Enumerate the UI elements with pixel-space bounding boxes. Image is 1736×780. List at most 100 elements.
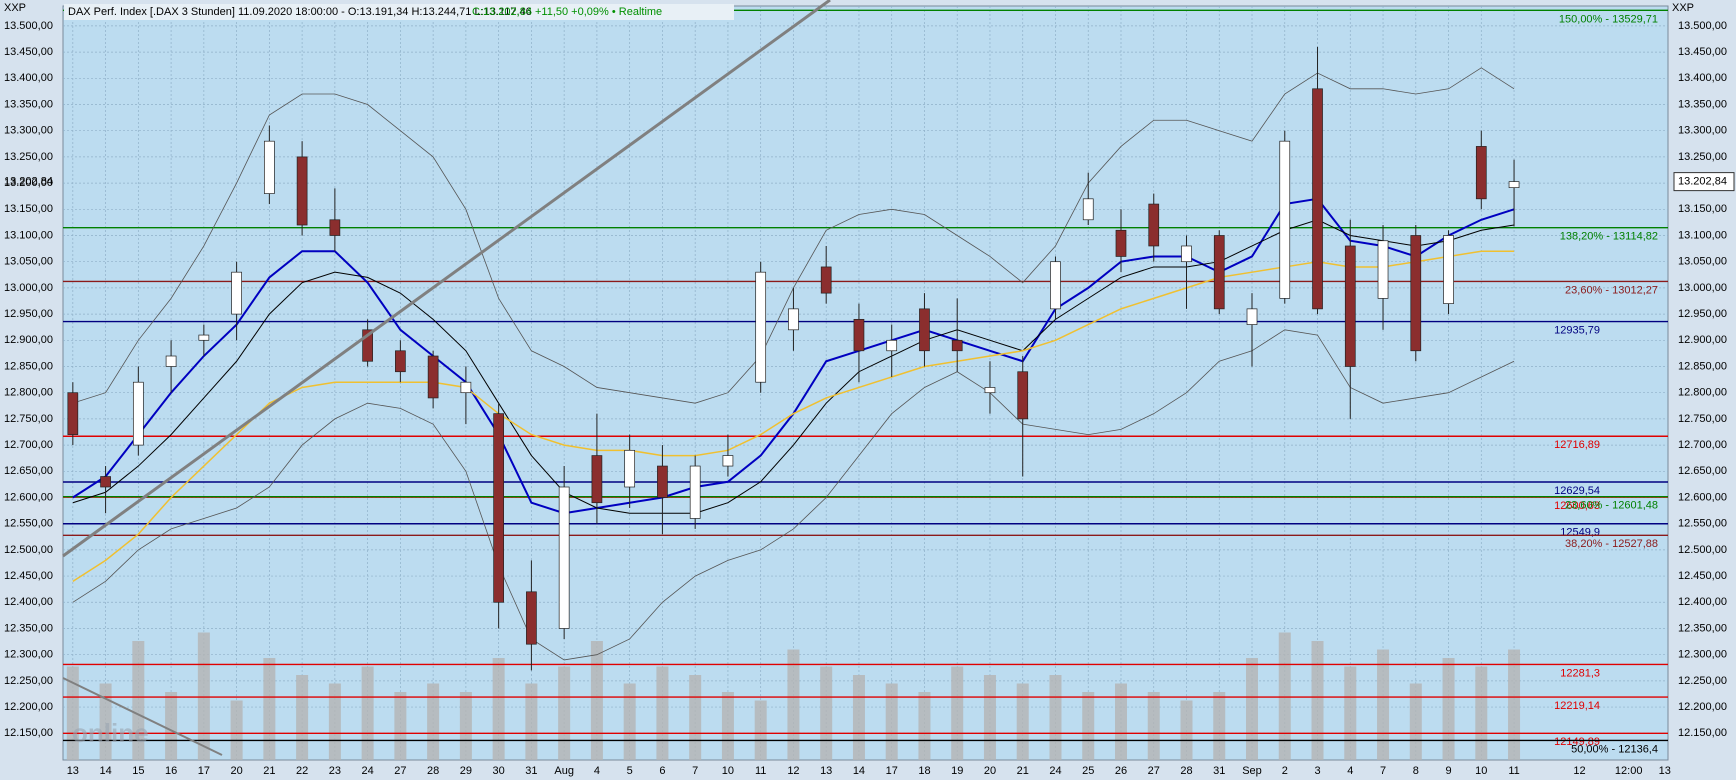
candle-body <box>722 455 734 467</box>
level-label: 23,60% - 13012,27 <box>1565 284 1658 296</box>
y-tick-label: 13.350,00 <box>1678 98 1727 110</box>
x-tick-label: 28 <box>427 765 439 777</box>
candle-body <box>1377 240 1389 299</box>
volume-bar <box>656 666 669 760</box>
x-tick-label: 9 <box>1445 765 1451 777</box>
level-label: 12219,14 <box>1554 700 1600 712</box>
volume-bar <box>1344 666 1357 760</box>
candle-body <box>951 339 963 352</box>
x-tick-label: 22 <box>296 765 308 777</box>
x-tick-label: 12 <box>1573 765 1585 777</box>
x-tick-label: 14 <box>99 765 111 777</box>
candle-body <box>362 329 373 362</box>
y-tick-label: 13.450,00 <box>4 46 53 58</box>
y-tick-label: 13.050,00 <box>1678 256 1727 268</box>
level-label: 12281,3 <box>1560 667 1600 679</box>
volume-bar <box>951 666 964 760</box>
candle-body <box>526 591 537 645</box>
volume-bar <box>885 683 898 760</box>
x-tick-label: 7 <box>692 765 698 777</box>
y-tick-label: 12.350,00 <box>4 622 53 634</box>
y-tick-label: 13.000,00 <box>1678 282 1727 294</box>
y-tick-label: 12.800,00 <box>1678 387 1727 399</box>
y-tick-label: 12.900,00 <box>1678 334 1727 346</box>
header-change: C:13.202,84 +11,50 +0,09% • Realtime <box>472 6 662 18</box>
x-tick-label: 7 <box>1380 765 1386 777</box>
volume-bar <box>623 683 636 760</box>
indicator-line <box>72 329 1515 661</box>
x-tick-label: 21 <box>1017 765 1029 777</box>
volume-bar <box>1377 649 1390 760</box>
y-tick-label: 12.450,00 <box>4 570 53 582</box>
volume-bar <box>492 658 505 760</box>
header-box <box>64 4 734 20</box>
candle-body <box>886 339 898 352</box>
volume-bar <box>263 658 276 760</box>
y-tick-label: 13.500,00 <box>1678 20 1727 32</box>
y-tick-label: 13.300,00 <box>1678 125 1727 137</box>
candle-body <box>296 156 308 226</box>
candle-body <box>558 486 570 629</box>
x-tick-label: 23 <box>329 765 341 777</box>
x-tick-label: 24 <box>1049 765 1061 777</box>
volume-bar <box>459 692 472 760</box>
volume-bar <box>983 675 996 760</box>
x-tick-label: 13 <box>67 765 79 777</box>
x-tick-label: 13 <box>820 765 832 777</box>
trend-line <box>62 0 831 558</box>
volume-bar <box>1180 700 1193 760</box>
y-tick-label: 12.550,00 <box>1678 518 1727 530</box>
x-tick-label: 11 <box>755 765 766 777</box>
y-tick-label: 12.750,00 <box>1678 413 1727 425</box>
x-tick-label: 16 <box>165 765 177 777</box>
volume-bar <box>394 692 407 760</box>
candle-body <box>165 355 177 367</box>
y-tick-label: 12.150,00 <box>4 727 53 739</box>
volume-bar <box>1213 692 1226 760</box>
x-tick-label: 12 <box>787 765 799 777</box>
x-tick-label: 31 <box>525 765 537 777</box>
candle-body <box>460 381 472 394</box>
candle-body <box>919 308 930 352</box>
y-tick-label: 12.950,00 <box>1678 308 1727 320</box>
candle-body <box>624 449 636 488</box>
x-tick-label: 25 <box>1082 765 1094 777</box>
y-tick-label: 12.400,00 <box>4 596 53 608</box>
y-tick-label: 13.450,00 <box>1678 46 1727 58</box>
volume-bar <box>1147 692 1160 760</box>
volume-bar <box>296 675 309 760</box>
volume-bar <box>558 666 571 760</box>
x-tick-label: 20 <box>984 765 996 777</box>
x-tick-label: Aug <box>554 765 574 777</box>
x-tick-label: 8 <box>1413 765 1419 777</box>
volume-bar <box>1508 649 1521 760</box>
volume-bar <box>1409 683 1422 760</box>
volume-bar <box>1246 658 1259 760</box>
y-tick-label: 13.400,00 <box>4 72 53 84</box>
candle-body <box>100 476 111 488</box>
y-tick-label: 12.300,00 <box>1678 649 1727 661</box>
candle-body <box>231 271 242 315</box>
volume-bar <box>525 683 538 760</box>
indicator-line <box>72 219 1515 514</box>
x-tick-label: 27 <box>1148 765 1160 777</box>
volume-bar <box>165 692 178 760</box>
y-tick-label: 12.700,00 <box>1678 439 1727 451</box>
y-tick-label: 12.350,00 <box>1678 622 1727 634</box>
y-tick-label: 12.600,00 <box>4 491 53 503</box>
volume-bar <box>689 675 702 760</box>
x-tick-label: 5 <box>627 765 633 777</box>
y-tick-label: 12.400,00 <box>1678 596 1727 608</box>
volume-bar <box>918 692 931 760</box>
candle-body <box>395 350 406 373</box>
x-tick-label: 21 <box>263 765 275 777</box>
volume-bar <box>66 666 79 760</box>
x-tick-label: 28 <box>1180 765 1192 777</box>
candle-body <box>1115 229 1127 257</box>
x-tick-label: 24 <box>361 765 373 777</box>
candle-body <box>1213 235 1225 310</box>
x-tick-label: 3 <box>1314 765 1320 777</box>
volume-bar <box>721 692 734 760</box>
candle-body <box>984 387 996 394</box>
